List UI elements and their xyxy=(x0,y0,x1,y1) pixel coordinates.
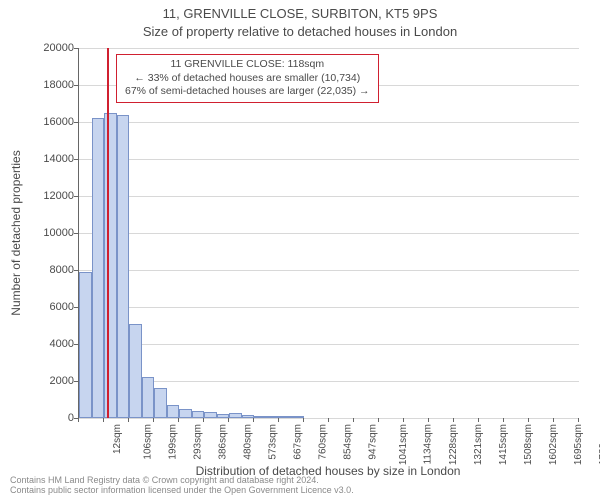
histogram-bar xyxy=(117,115,129,418)
histogram-bar xyxy=(254,416,267,418)
x-tick-label: 106sqm xyxy=(143,424,154,460)
x-tick-label: 1695sqm xyxy=(573,424,584,465)
histogram-bar xyxy=(179,409,192,418)
x-tick-mark xyxy=(378,418,379,422)
annotation-box: 11 GRENVILLE CLOSE: 118sqm ← 33% of deta… xyxy=(116,54,379,103)
x-tick-label: 293sqm xyxy=(193,424,204,460)
grid-line xyxy=(79,48,579,49)
histogram-bar xyxy=(192,411,205,418)
x-tick-mark xyxy=(103,418,104,422)
plot-area xyxy=(78,48,579,419)
histogram-bar xyxy=(279,416,292,418)
x-tick-mark xyxy=(228,418,229,422)
histogram-bar xyxy=(154,388,167,418)
x-tick-mark xyxy=(403,418,404,422)
grid-line xyxy=(79,159,579,160)
x-tick-mark xyxy=(578,418,579,422)
histogram-bar xyxy=(104,113,117,418)
y-tick-label: 4000 xyxy=(28,338,74,350)
x-tick-mark xyxy=(203,418,204,422)
chart-title: 11, GRENVILLE CLOSE, SURBITON, KT5 9PS xyxy=(0,6,600,21)
y-tick-label: 6000 xyxy=(28,301,74,313)
x-tick-label: 12sqm xyxy=(112,424,123,454)
x-tick-label: 1321sqm xyxy=(473,424,484,465)
y-tick-label: 8000 xyxy=(28,264,74,276)
x-tick-mark xyxy=(178,418,179,422)
x-tick-label: 760sqm xyxy=(318,424,329,460)
annotation-line-2: ← 33% of detached houses are smaller (10… xyxy=(125,72,370,86)
y-axis-label: Number of detached properties xyxy=(9,150,23,315)
y-tick-label: 18000 xyxy=(28,79,74,91)
x-tick-mark xyxy=(528,418,529,422)
annotation-line-3: 67% of semi-detached houses are larger (… xyxy=(125,85,370,99)
x-tick-mark xyxy=(353,418,354,422)
histogram-bar xyxy=(92,118,105,418)
x-tick-mark xyxy=(478,418,479,422)
histogram-bar xyxy=(142,377,155,418)
x-tick-mark xyxy=(453,418,454,422)
x-tick-label: 1134sqm xyxy=(422,424,433,464)
x-tick-label: 386sqm xyxy=(218,424,229,460)
x-tick-mark xyxy=(328,418,329,422)
x-tick-label: 1508sqm xyxy=(523,424,534,465)
x-tick-label: 947sqm xyxy=(368,424,379,460)
x-tick-mark xyxy=(428,418,429,422)
grid-line xyxy=(79,122,579,123)
grid-line xyxy=(79,270,579,271)
x-tick-mark xyxy=(153,418,154,422)
y-tick-label: 10000 xyxy=(28,227,74,239)
x-tick-label: 1415sqm xyxy=(498,424,509,465)
x-tick-label: 1041sqm xyxy=(398,424,409,465)
x-tick-label: 854sqm xyxy=(343,424,354,460)
y-tick-label: 20000 xyxy=(28,42,74,54)
histogram-bar xyxy=(129,324,142,418)
histogram-bar xyxy=(79,272,92,418)
x-tick-label: 480sqm xyxy=(243,424,254,460)
x-tick-mark xyxy=(278,418,279,422)
y-tick-label: 0 xyxy=(28,412,74,424)
grid-line xyxy=(79,344,579,345)
x-tick-label: 667sqm xyxy=(293,424,304,460)
x-tick-label: 1228sqm xyxy=(448,424,459,465)
grid-line xyxy=(79,307,579,308)
x-tick-mark xyxy=(503,418,504,422)
footer-line-2: Contains public sector information licen… xyxy=(10,486,354,496)
grid-line xyxy=(79,233,579,234)
x-tick-label: 199sqm xyxy=(168,424,179,460)
y-tick-label: 2000 xyxy=(28,375,74,387)
histogram-bar xyxy=(229,413,242,418)
x-tick-mark xyxy=(253,418,254,422)
y-tick-label: 12000 xyxy=(28,190,74,202)
x-tick-label: 573sqm xyxy=(268,424,279,460)
x-tick-mark xyxy=(78,418,79,422)
chart-container: 11, GRENVILLE CLOSE, SURBITON, KT5 9PS S… xyxy=(0,0,600,500)
chart-subtitle: Size of property relative to detached ho… xyxy=(0,24,600,39)
marker-line xyxy=(107,48,109,418)
x-tick-mark xyxy=(128,418,129,422)
y-tick-label: 16000 xyxy=(28,116,74,128)
grid-line xyxy=(79,196,579,197)
histogram-bar xyxy=(167,405,179,418)
x-tick-label: 1602sqm xyxy=(548,424,559,465)
y-tick-label: 14000 xyxy=(28,153,74,165)
histogram-bar xyxy=(204,412,217,418)
footer-text: Contains HM Land Registry data © Crown c… xyxy=(10,476,354,496)
x-tick-mark xyxy=(553,418,554,422)
x-tick-mark xyxy=(303,418,304,422)
annotation-line-1: 11 GRENVILLE CLOSE: 118sqm xyxy=(125,58,370,72)
